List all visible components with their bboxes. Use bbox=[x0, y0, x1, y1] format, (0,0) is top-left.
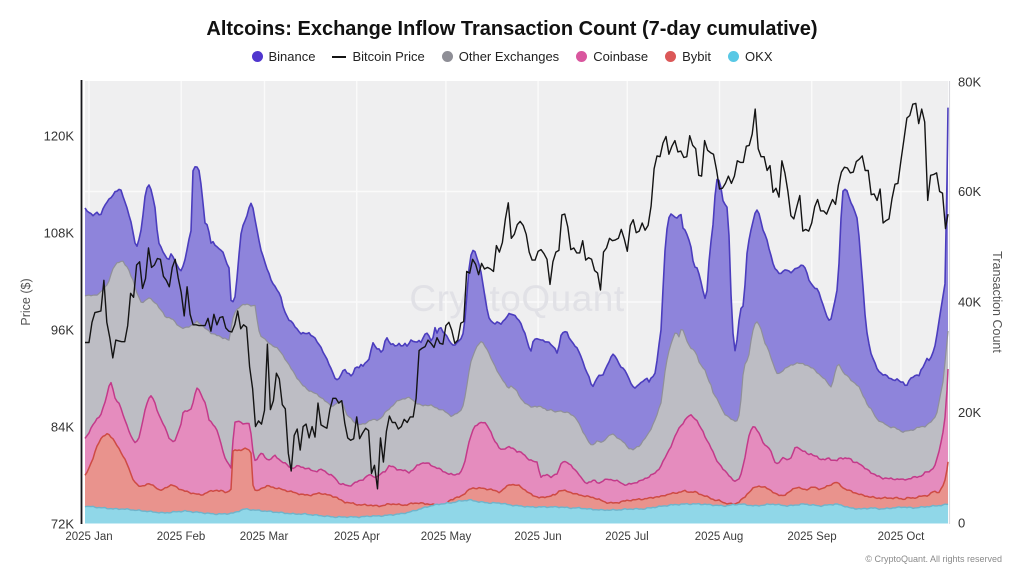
svg-text:2025 Oct: 2025 Oct bbox=[878, 531, 925, 543]
svg-text:Transaction Count: Transaction Count bbox=[990, 251, 1004, 353]
svg-text:20K: 20K bbox=[958, 405, 981, 420]
svg-text:60K: 60K bbox=[958, 184, 981, 199]
svg-text:2025 Apr: 2025 Apr bbox=[334, 531, 380, 543]
svg-text:0: 0 bbox=[958, 516, 965, 531]
svg-text:96K: 96K bbox=[51, 323, 74, 338]
svg-text:2025 Jan: 2025 Jan bbox=[65, 531, 112, 543]
svg-text:84K: 84K bbox=[51, 420, 74, 435]
svg-text:40K: 40K bbox=[958, 295, 981, 310]
svg-text:2025 Aug: 2025 Aug bbox=[695, 531, 744, 543]
svg-text:2025 Jul: 2025 Jul bbox=[605, 531, 648, 543]
svg-text:© CryptoQuant. All rights rese: © CryptoQuant. All rights reserved bbox=[865, 554, 1002, 564]
svg-text:Price ($): Price ($) bbox=[19, 278, 33, 325]
svg-text:108K: 108K bbox=[44, 226, 75, 241]
svg-text:72K: 72K bbox=[51, 517, 74, 532]
svg-text:80K: 80K bbox=[958, 75, 981, 90]
svg-text:2025 Mar: 2025 Mar bbox=[240, 531, 289, 543]
svg-text:2025 Jun: 2025 Jun bbox=[514, 531, 561, 543]
svg-text:120K: 120K bbox=[44, 129, 75, 144]
svg-text:2025 Feb: 2025 Feb bbox=[157, 531, 206, 543]
svg-text:2025 May: 2025 May bbox=[421, 531, 472, 543]
svg-text:CryptoQuant: CryptoQuant bbox=[409, 278, 624, 319]
svg-text:2025 Sep: 2025 Sep bbox=[787, 531, 836, 543]
